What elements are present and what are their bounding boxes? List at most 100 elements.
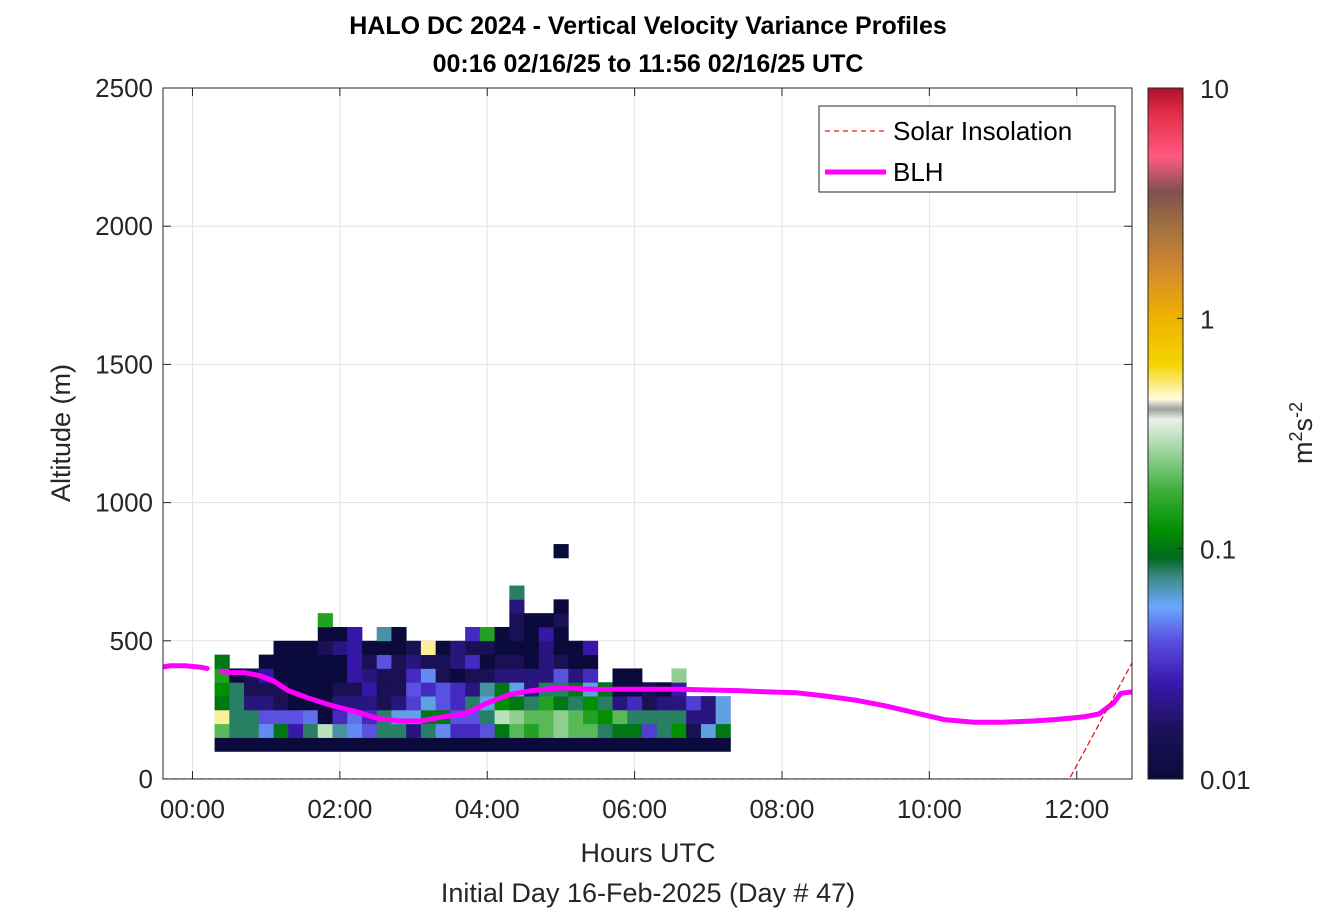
variance-cell [583,723,599,738]
variance-cell [347,640,363,656]
variance-cell [273,640,289,656]
variance-cell [494,640,510,656]
variance-cell [715,737,731,752]
variance-cell [258,737,274,752]
variance-cell [406,682,422,697]
variance-cell [583,640,599,656]
variance-cell [553,654,569,669]
variance-cell [214,682,230,697]
variance-cell [450,654,466,669]
variance-cell [597,709,613,725]
variance-cell [214,709,230,725]
variance-cell [465,654,481,669]
variance-cell [420,696,437,711]
variance-cell [524,709,540,725]
variance-cell [553,723,569,738]
variance-cell [553,696,569,711]
variance-cell [214,696,230,711]
variance-cells [214,544,731,752]
variance-cell [494,723,510,738]
variance-cell [229,737,245,752]
variance-cell [700,696,717,711]
variance-cell [479,723,495,738]
variance-cell [509,626,525,642]
variance-cell [361,640,378,656]
variance-cell [715,696,731,711]
variance-cell [538,654,554,669]
legend-box [818,105,1116,193]
variance-cell [656,709,672,725]
variance-cell [509,709,525,725]
variance-cell [317,737,333,752]
variance-cell [420,654,437,669]
variance-cell [435,723,451,738]
variance-cell [214,723,230,738]
variance-cell [715,723,731,738]
variance-cell [465,626,481,642]
variance-cell [317,668,333,683]
variance-cell [656,737,672,752]
variance-cell [686,723,702,738]
variance-cell [317,723,333,738]
variance-cell [406,723,422,738]
variance-cell [465,668,481,683]
variance-cell [450,696,466,711]
y-tick-label: 1500 [95,349,153,379]
y-tick-label: 0 [139,764,153,794]
variance-cell [465,737,481,752]
variance-cell [509,737,525,752]
variance-cell [612,737,628,752]
y-tick-label: 1000 [95,488,153,518]
variance-cell [406,654,422,669]
y-axis: 0 500 1000 1500 2000 2500 [95,73,1132,794]
variance-cell [479,640,495,656]
variance-cell [273,737,289,752]
x-axis-label: Hours UTC [580,838,715,868]
variance-cell [656,696,672,711]
variance-cell [700,723,717,738]
variance-cell [597,696,613,711]
variance-cell [258,709,274,725]
variance-cell [524,613,540,628]
variance-cell [538,723,554,738]
variance-cell [420,737,437,752]
variance-cell [627,737,643,752]
variance-cell [568,737,584,752]
variance-cell [244,737,260,752]
variance-cell [509,654,525,669]
variance-cell [583,709,599,725]
variance-cell [509,640,525,656]
variance-cell [406,737,422,752]
variance-cell [435,682,451,697]
variance-cell [347,626,363,642]
variance-cell [332,737,348,752]
variance-cell [450,682,466,697]
variance-cell [391,696,407,711]
x-tick-label: 02:00 [307,794,372,824]
variance-cell [332,709,348,725]
variance-cell [538,737,554,752]
variance-cell [258,723,274,738]
legend: Solar Insolation BLH [818,105,1116,193]
legend-blh-label: BLH [893,157,944,187]
variance-cell [376,682,392,697]
variance-cell [332,640,348,656]
variance-cell [641,696,658,711]
variance-cell [568,709,584,725]
variance-cell [303,668,319,683]
variance-cell [273,696,289,711]
variance-cell [435,654,451,669]
variance-cell [391,737,407,752]
variance-cell [273,654,289,669]
variance-cell [509,696,525,711]
variance-cell [229,682,245,697]
variance-cell [332,626,348,642]
variance-cell [347,737,363,752]
variance-cell [686,696,702,711]
variance-cell [347,682,363,697]
variance-cell [538,668,554,683]
variance-cell [524,640,540,656]
variance-cell [303,737,319,752]
variance-cell [553,709,569,725]
